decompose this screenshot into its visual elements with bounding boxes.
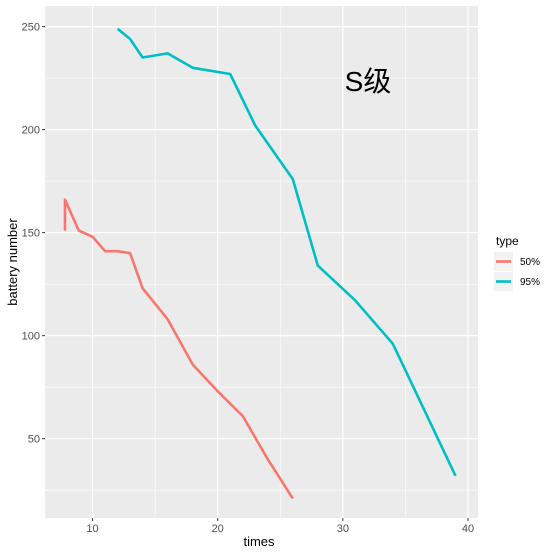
minor-gridlines [45,6,478,518]
legend-items: 50% 95% [494,252,540,291]
legend: type 50% 95% [494,234,540,291]
series-line-50pct [63,198,294,500]
x-tick-label: 30 [337,523,349,535]
y-tick-label: 150 [22,228,40,240]
x-axis-label: times [243,534,275,549]
legend-label: 50% [520,257,540,268]
x-tick-label: 20 [212,523,224,535]
y-tick-label: 50 [28,434,40,446]
legend-label: 95% [520,277,540,288]
series-lines [63,27,457,500]
y-axis-label: battery number [5,218,20,306]
y-tick-label: 200 [22,125,40,137]
series-line-95pct [116,27,457,477]
y-tick-label: 100 [22,331,40,343]
x-tick-label: 10 [86,523,98,535]
x-axis-ticks: 10 20 30 40 [86,518,474,535]
legend-title: type [496,234,519,248]
y-axis-ticks: 50 100 150 200 250 [22,22,45,446]
plot-panel [45,6,478,518]
x-tick-label: 40 [462,523,474,535]
major-gridlines [45,6,478,518]
chart-annotation: S级 [345,66,392,97]
y-tick-label: 250 [22,22,40,34]
